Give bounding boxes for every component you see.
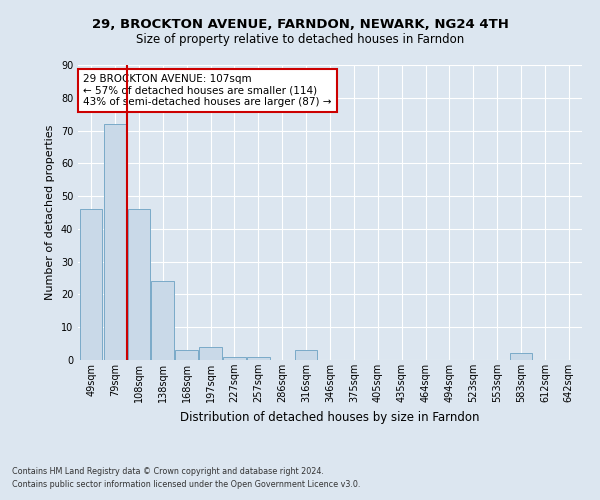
Bar <box>199 347 222 360</box>
Bar <box>223 356 246 360</box>
Bar <box>295 350 317 360</box>
Bar <box>151 282 174 360</box>
X-axis label: Distribution of detached houses by size in Farndon: Distribution of detached houses by size … <box>180 410 480 424</box>
Text: Contains HM Land Registry data © Crown copyright and database right 2024.: Contains HM Land Registry data © Crown c… <box>12 467 324 476</box>
Bar <box>80 209 103 360</box>
Bar <box>128 209 150 360</box>
Text: Size of property relative to detached houses in Farndon: Size of property relative to detached ho… <box>136 32 464 46</box>
Bar <box>510 354 532 360</box>
Bar <box>247 356 269 360</box>
Text: 29, BROCKTON AVENUE, FARNDON, NEWARK, NG24 4TH: 29, BROCKTON AVENUE, FARNDON, NEWARK, NG… <box>92 18 508 30</box>
Bar <box>104 124 127 360</box>
Bar <box>175 350 198 360</box>
Text: Contains public sector information licensed under the Open Government Licence v3: Contains public sector information licen… <box>12 480 361 489</box>
Y-axis label: Number of detached properties: Number of detached properties <box>45 125 55 300</box>
Text: 29 BROCKTON AVENUE: 107sqm
← 57% of detached houses are smaller (114)
43% of sem: 29 BROCKTON AVENUE: 107sqm ← 57% of deta… <box>83 74 332 107</box>
